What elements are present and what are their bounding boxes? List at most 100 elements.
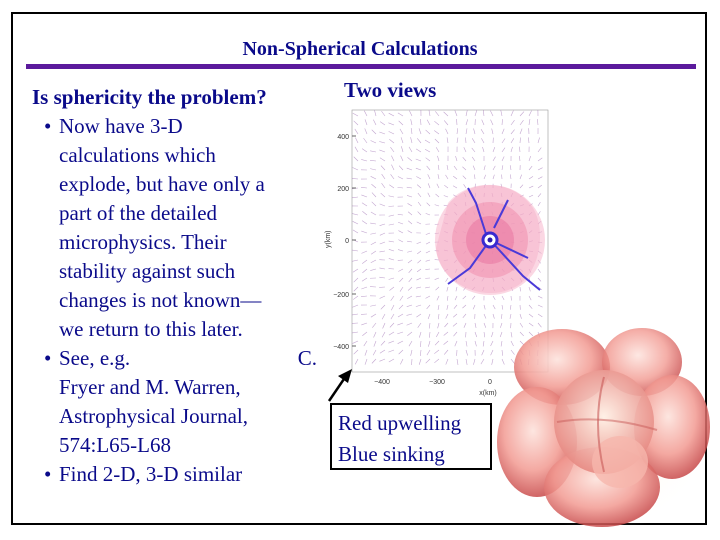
- velocity-arrow: [434, 138, 440, 144]
- bullet-3: • Find 2-D, 3-D similar: [32, 460, 317, 489]
- velocity-arrow: [528, 295, 532, 301]
- velocity-arrow: [434, 130, 440, 135]
- velocity-arrow: [407, 211, 413, 216]
- velocity-arrow: [415, 295, 422, 298]
- velocity-arrow: [406, 195, 413, 198]
- velocity-arrow: [465, 119, 469, 126]
- velocity-arrow: [426, 349, 431, 356]
- velocity-arrow: [537, 167, 543, 171]
- velocity-arrow: [446, 286, 449, 292]
- velocity-arrow: [380, 340, 386, 346]
- velocity-arrow: [492, 147, 496, 153]
- velocity-arrow: [528, 110, 532, 117]
- velocity-arrow: [399, 286, 404, 292]
- velocity-arrow: [381, 313, 386, 320]
- velocity-arrow: [537, 176, 543, 180]
- velocity-arrow: [410, 128, 413, 135]
- velocity-arrow: [408, 340, 413, 347]
- velocity-arrow: [519, 322, 524, 328]
- velocity-arrow: [537, 193, 542, 198]
- velocity-arrow: [483, 331, 486, 338]
- bullet-dot: •: [44, 346, 52, 370]
- velocity-arrow: [370, 150, 377, 153]
- velocity-arrow: [372, 349, 377, 356]
- velocity-arrow: [407, 250, 413, 253]
- velocity-arrow: [364, 119, 368, 126]
- velocity-arrow: [474, 174, 476, 180]
- velocity-arrow: [370, 232, 377, 235]
- velocity-arrow: [509, 304, 512, 310]
- velocity-arrow: [397, 322, 404, 326]
- velocity-arrow: [406, 304, 413, 307]
- bullet-1: • Now have 3-D calculations which explod…: [32, 112, 317, 344]
- velocity-arrow: [410, 349, 413, 356]
- color-legend-callout: Red upwelling Blue sinking: [330, 403, 492, 470]
- velocity-arrow: [352, 331, 359, 334]
- velocity-arrow: [537, 202, 541, 207]
- velocity-arrow: [372, 322, 377, 328]
- velocity-arrow: [398, 239, 404, 243]
- bullet-1-line: microphysics. Their: [59, 230, 227, 254]
- velocity-arrow: [355, 137, 359, 144]
- bullet-2: • See, e.g. C. Fryer and M. Warren, Astr…: [32, 344, 317, 460]
- bullet-2-first-line: See, e.g. C.: [59, 344, 317, 373]
- velocity-arrow: [499, 331, 503, 338]
- velocity-arrow: [361, 277, 368, 282]
- velocity-arrow: [425, 129, 431, 135]
- velocity-arrow: [374, 110, 377, 117]
- velocity-arrow: [519, 340, 525, 346]
- velocity-arrow: [352, 221, 359, 225]
- velocity-arrow: [362, 210, 368, 216]
- velocity-arrow: [370, 241, 377, 245]
- velocity-arrow: [397, 176, 404, 180]
- velocity-arrow: [537, 147, 542, 153]
- velocity-arrow: [501, 119, 503, 126]
- legend-red-label: Red upwelling: [338, 411, 462, 435]
- velocity-arrow: [482, 340, 485, 347]
- velocity-arrow: [391, 304, 395, 311]
- velocity-arrow: [379, 250, 386, 253]
- velocity-arrow: [471, 156, 476, 162]
- velocity-arrow: [519, 184, 524, 189]
- velocity-arrow: [406, 167, 413, 171]
- velocity-arrow: [416, 221, 422, 225]
- velocity-arrow: [537, 268, 541, 273]
- velocity-arrow: [388, 340, 395, 344]
- velocity-arrow: [361, 250, 368, 254]
- velocity-arrow: [399, 295, 404, 301]
- core-center: [487, 237, 493, 243]
- velocity-arrow: [435, 111, 440, 117]
- velocity-arrow: [501, 156, 505, 162]
- velocity-arrow: [415, 158, 422, 162]
- velocity-arrow: [528, 176, 534, 180]
- velocity-arrow: [445, 174, 449, 180]
- x-tick: 0: [488, 379, 492, 386]
- velocity-arrow: [364, 349, 368, 356]
- velocity-arrow: [465, 358, 468, 365]
- velocity-arrow: [429, 331, 431, 338]
- velocity-arrow: [379, 276, 386, 279]
- velocity-arrow: [419, 349, 422, 356]
- y-tick: −200: [333, 292, 349, 299]
- velocity-arrow: [501, 358, 505, 365]
- velocity-arrow: [380, 165, 386, 171]
- velocity-arrow: [425, 295, 431, 299]
- velocity-arrow: [437, 304, 440, 311]
- velocity-arrow: [510, 331, 513, 338]
- bullet-3-line: Find 2-D, 3-D similar: [59, 462, 243, 486]
- velocity-arrow: [370, 313, 377, 318]
- velocity-arrow: [490, 349, 494, 356]
- velocity-arrow: [427, 192, 431, 198]
- velocity-arrow: [417, 192, 422, 198]
- velocity-arrow: [465, 128, 468, 135]
- velocity-arrow: [417, 201, 422, 207]
- velocity-arrow: [510, 146, 513, 153]
- velocity-arrow: [436, 295, 440, 301]
- velocity-arrow: [381, 331, 386, 338]
- velocity-arrow: [398, 349, 404, 355]
- velocity-arrow: [352, 229, 359, 234]
- velocity-arrow: [438, 313, 440, 320]
- bullet-2-line: Fryer and M. Warren,: [59, 375, 241, 399]
- velocity-arrow: [353, 277, 359, 283]
- velocity-arrow: [519, 155, 521, 162]
